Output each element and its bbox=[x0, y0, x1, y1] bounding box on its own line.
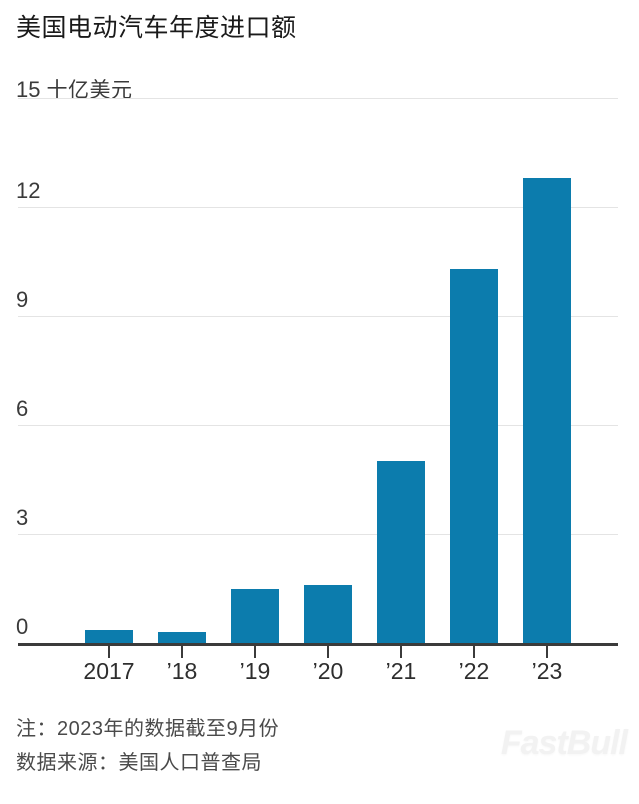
y-axis-tick-label: 9 bbox=[16, 287, 29, 312]
x-axis-tick-mark bbox=[181, 646, 183, 658]
y-axis-unit-row: 15 十亿美元 bbox=[16, 74, 132, 102]
x-axis-tick-label: ’23 bbox=[531, 658, 563, 684]
x-axis-tick-mark bbox=[327, 646, 329, 658]
bar bbox=[158, 632, 206, 643]
footnote-source: 数据来源：美国人口普查局 bbox=[16, 752, 262, 774]
bar bbox=[450, 268, 498, 643]
chart-title: 美国电动汽车年度进口额 bbox=[16, 14, 297, 42]
gridline bbox=[18, 207, 618, 208]
x-axis-tick-mark bbox=[546, 646, 548, 658]
gridline-top bbox=[18, 98, 618, 99]
bar bbox=[231, 588, 279, 643]
y-axis-tick-label: 0 bbox=[16, 614, 29, 639]
x-axis-tick-mark bbox=[254, 646, 256, 658]
bar bbox=[523, 177, 571, 643]
x-axis-tick-mark bbox=[473, 646, 475, 658]
y-axis-top-tick-label: 15 bbox=[16, 77, 41, 102]
x-axis-tick-label: ’19 bbox=[239, 658, 271, 684]
y-axis-tick-label: 3 bbox=[16, 505, 29, 530]
x-axis-tick-label: ’21 bbox=[385, 658, 417, 684]
x-axis-tick-label: ’20 bbox=[312, 658, 344, 684]
x-axis-tick-label: 2017 bbox=[83, 658, 135, 684]
y-axis-unit-label: 十亿美元 bbox=[46, 79, 133, 102]
bar bbox=[377, 461, 425, 643]
footnote-note: 注：2023年的数据截至9月份 bbox=[16, 718, 280, 740]
x-axis-tick-label: ’18 bbox=[166, 658, 198, 684]
footnotes: 注：2023年的数据截至9月份 数据来源：美国人口普查局 bbox=[16, 712, 279, 780]
y-axis-tick-label: 6 bbox=[16, 396, 29, 421]
gridline bbox=[18, 316, 618, 317]
bar bbox=[304, 584, 352, 643]
x-axis-tick-mark bbox=[400, 646, 402, 658]
y-axis-tick-label: 12 bbox=[16, 178, 41, 203]
x-axis-tick-mark bbox=[108, 646, 110, 658]
x-axis-line bbox=[18, 643, 618, 646]
watermark: FastBull bbox=[500, 724, 628, 762]
gridline bbox=[18, 425, 618, 426]
bar bbox=[85, 630, 133, 643]
gridline bbox=[18, 534, 618, 535]
x-axis-tick-label: ’22 bbox=[458, 658, 490, 684]
